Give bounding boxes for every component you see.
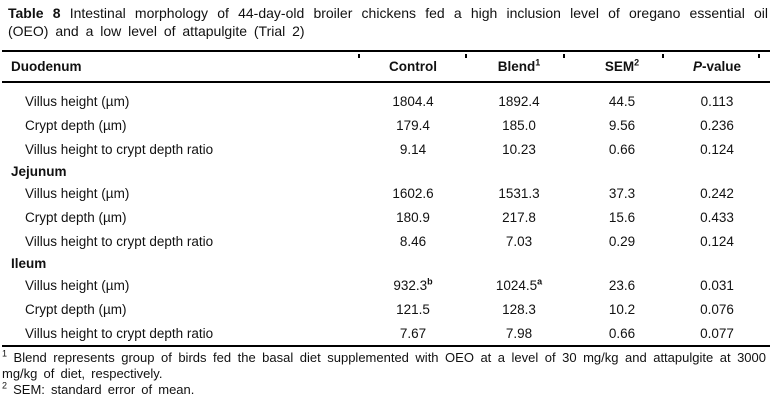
cell-p-value: 0.124 [700,233,734,249]
cell-blend: 217.8 [502,209,536,225]
footnote-text: SEM: standard error of mean. [13,382,195,397]
header-p-value: P-value [692,59,742,74]
footnote-ref-1: 1 [535,57,541,68]
cell-sem: 44.5 [608,93,636,109]
cell-p-value: 0.113 [700,93,734,109]
table-caption: Table 8 Intestinal morphology of 44-day-… [8,5,768,40]
row-label: Villus height (µm) [25,185,130,201]
table-row: Crypt depth (µm) 121.5 128.3 10.2 0.076 [2,297,770,321]
data-table: Duodenum Control Blend1 SEM2 P-value Vil… [2,50,770,347]
cell-sem: 0.66 [608,141,636,157]
footnote-2: 2 SEM: standard error of mean. [2,380,766,398]
cell-control: 9.14 [399,141,427,157]
table-row: Villus height to crypt depth ratio 9.14 … [2,137,770,161]
section-label: Jejunum [11,163,67,179]
cell-blend: 1531.3 [498,185,540,201]
cell-blend: 128.3 [502,301,536,317]
footnote-ref-2: 2 [634,57,640,68]
cell-sem: 0.66 [608,325,636,341]
cell-p-value: 0.077 [700,325,734,341]
cell-control: 1602.6 [392,185,434,201]
column-divider-tick [563,54,565,58]
cell-sem: 10.2 [608,301,636,317]
section-row-jejunum: Jejunum [2,161,770,181]
footnote-1: 1 Blend represents group of birds fed th… [2,348,766,382]
row-label: Crypt depth (µm) [25,209,127,225]
cell-p-value: 0.124 [700,141,734,157]
cell-blend: 7.98 [505,325,533,341]
table-row: Villus height (µm) 1602.6 1531.3 37.3 0.… [2,181,770,205]
cell-p-value: 0.031 [700,277,734,293]
cell-p-value: 0.433 [700,209,734,225]
row-label: Villus height to crypt depth ratio [25,233,214,249]
cell-sem: 37.3 [608,185,636,201]
cell-control: 932.3b [393,276,433,293]
table-row: Villus height (µm) 932.3b 1024.5a 23.6 0… [2,273,770,297]
column-divider-tick [465,54,467,58]
cell-blend: 10.23 [502,141,536,157]
cell-blend: 1024.5a [495,276,543,293]
cell-blend: 185.0 [502,117,536,133]
cell-control: 8.46 [399,233,427,249]
table-caption-text: Intestinal morphology of 44-day-old broi… [8,5,768,39]
header-sem: SEM2 [604,57,640,74]
section-row-ileum: Ileum [2,253,770,273]
footnote-marker: 2 [2,380,8,391]
section-label: Ileum [11,255,47,271]
table-row: Crypt depth (µm) 180.9 217.8 15.6 0.433 [2,205,770,229]
cell-control: 1804.4 [392,93,434,109]
table-body: Villus height (µm) 1804.4 1892.4 44.5 0.… [2,83,770,347]
row-label: Crypt depth (µm) [25,117,127,133]
table-header-row: Duodenum Control Blend1 SEM2 P-value [2,52,770,83]
header-control: Control [389,59,437,74]
significance-superscript: b [427,276,433,286]
footnote-text: Blend represents group of birds fed the … [2,350,766,381]
cell-blend: 1892.4 [498,93,540,109]
table-row: Villus height to crypt depth ratio 7.67 … [2,321,770,345]
column-divider-tick [358,54,360,58]
cell-p-value: 0.242 [700,185,734,201]
table-footnotes: 1 Blend represents group of birds fed th… [2,348,766,398]
footnote-marker: 1 [2,348,8,359]
column-divider-tick [758,54,760,58]
cell-sem: 23.6 [608,277,636,293]
cell-control: 121.5 [396,301,430,317]
table-row: Villus height to crypt depth ratio 8.46 … [2,229,770,253]
cell-blend: 7.03 [505,233,533,249]
cell-control: 179.4 [396,117,430,133]
header-blend: Blend1 [497,57,541,74]
table-row: Crypt depth (µm) 179.4 185.0 9.56 0.236 [2,113,770,137]
header-section-duodenum: Duodenum [11,59,82,74]
cell-sem: 15.6 [608,209,636,225]
column-divider-tick [662,54,664,58]
row-label: Villus height (µm) [25,277,130,293]
significance-superscript: a [537,276,543,286]
row-label: Villus height to crypt depth ratio [25,141,214,157]
table-number: Table 8 [8,5,61,21]
cell-p-value: 0.076 [700,301,734,317]
table-row: Villus height (µm) 1804.4 1892.4 44.5 0.… [2,89,770,113]
row-label: Villus height (µm) [25,93,130,109]
cell-sem: 0.29 [608,233,636,249]
cell-control: 180.9 [396,209,430,225]
cell-p-value: 0.236 [700,117,734,133]
cell-control: 7.67 [399,325,427,341]
cell-sem: 9.56 [608,117,636,133]
row-label: Villus height to crypt depth ratio [25,325,214,341]
row-label: Crypt depth (µm) [25,301,127,317]
